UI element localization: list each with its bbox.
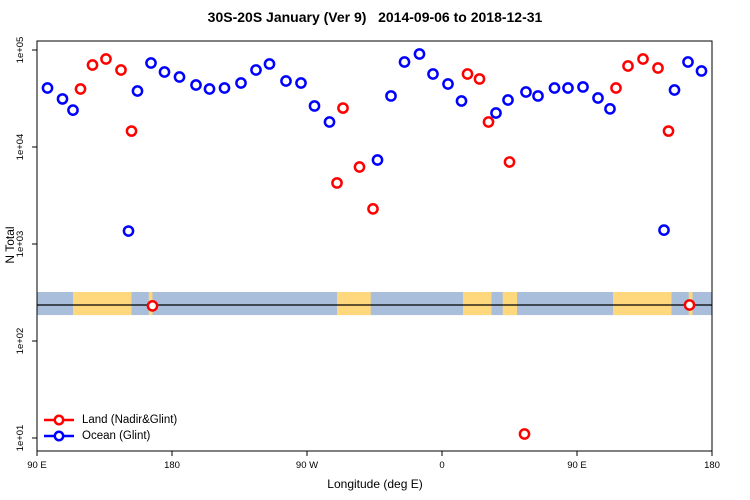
data-point-land [473, 73, 486, 85]
ocean-series-icon [44, 430, 74, 442]
legend-label-land: Land (Nadir&Glint) [82, 414, 178, 426]
data-point-ocean [532, 90, 544, 102]
data-point-ocean [604, 103, 616, 115]
data-point-ocean [56, 93, 69, 105]
legend-item-land: Land (Nadir&Glint) [42, 412, 177, 428]
x-tick-label: 180 [164, 460, 180, 471]
data-point-ocean [592, 92, 604, 104]
data-point-ocean [203, 83, 216, 95]
map-strip-land [502, 292, 517, 316]
data-point-ocean [455, 95, 468, 107]
data-point-ocean [190, 79, 202, 91]
data-point-ocean [695, 65, 708, 77]
data-point-ocean [218, 82, 231, 94]
data-point-land [100, 53, 112, 65]
data-point-ocean [308, 100, 321, 112]
data-point-ocean [158, 66, 171, 78]
x-tick-label: 90 E [27, 460, 47, 471]
data-point-land [482, 116, 495, 128]
map-strip-land [337, 292, 371, 316]
data-point-ocean [131, 85, 144, 97]
data-point-ocean [668, 84, 681, 96]
data-point-land [610, 82, 622, 94]
data-point-ocean [145, 57, 157, 69]
y-axis-label: N Total [3, 226, 17, 264]
data-point-ocean [548, 82, 561, 94]
data-point-land [115, 64, 127, 76]
data-point-ocean [122, 225, 135, 237]
data-point-ocean [385, 90, 397, 102]
data-point-ocean [67, 104, 79, 116]
data-point-ocean [520, 86, 532, 98]
data-point-land [503, 156, 516, 168]
data-point-ocean [235, 77, 247, 89]
map-strip-land [73, 292, 132, 316]
x-axis-label: Longitude (deg E) [327, 477, 423, 491]
data-point-land [662, 125, 675, 137]
legend-item-ocean: Ocean (Glint) [42, 428, 177, 444]
data-point-ocean [682, 56, 694, 68]
y-tick-label: 1e+03 [15, 231, 26, 258]
y-tick-label: 1e+04 [15, 134, 26, 161]
data-point-ocean [371, 154, 384, 166]
legend-circle-ocean [53, 430, 65, 442]
data-point-ocean [263, 58, 276, 70]
data-point-land [125, 125, 138, 137]
data-point-land [74, 83, 87, 95]
chart-title: 30S-20S January (Ver 9) 2014-09-06 to 20… [207, 9, 543, 25]
land-series-icon [44, 414, 74, 426]
data-point-land [518, 428, 531, 440]
data-point-ocean [41, 82, 54, 94]
data-point-land [652, 62, 664, 74]
data-point-land [367, 203, 379, 215]
legend: Land (Nadir&Glint) Ocean (Glint) [42, 412, 177, 444]
data-point-ocean [658, 224, 670, 236]
x-tick-label: 0 [439, 460, 444, 471]
data-point-land [461, 68, 474, 80]
legend-label-ocean: Ocean (Glint) [82, 430, 151, 442]
data-point-ocean [173, 71, 186, 83]
map-strip-ocean [37, 292, 712, 316]
data-point-land [683, 299, 696, 311]
plot-frame [36, 40, 713, 452]
data-point-land [637, 53, 649, 65]
data-point-ocean [577, 81, 589, 93]
data-point-land [146, 300, 159, 312]
y-tick-label: 1e+01 [15, 425, 26, 452]
x-tick-label: 90 E [567, 460, 587, 471]
data-point-ocean [398, 56, 411, 68]
data-point-ocean [323, 116, 336, 128]
data-point-land [622, 60, 634, 72]
x-tick-label: 180 [704, 460, 720, 471]
data-point-land [86, 59, 99, 71]
legend-circle-land [53, 414, 65, 426]
map-strip-land [613, 292, 672, 316]
data-point-ocean [562, 82, 574, 94]
x-tick-label: 90 W [296, 460, 318, 471]
data-point-ocean [427, 68, 439, 80]
data-point-ocean [490, 107, 502, 119]
data-point-ocean [280, 75, 292, 87]
data-point-ocean [442, 78, 454, 90]
data-point-land [331, 177, 343, 189]
data-point-ocean [250, 64, 262, 76]
map-strip-land [463, 292, 492, 316]
y-tick-label: 1e+02 [15, 328, 26, 355]
data-point-ocean [413, 48, 426, 60]
data-point-land [353, 161, 366, 173]
y-tick-label: 1e+05 [15, 37, 26, 64]
data-point-ocean [295, 77, 307, 89]
data-point-land [337, 102, 349, 114]
data-point-ocean [502, 94, 514, 106]
